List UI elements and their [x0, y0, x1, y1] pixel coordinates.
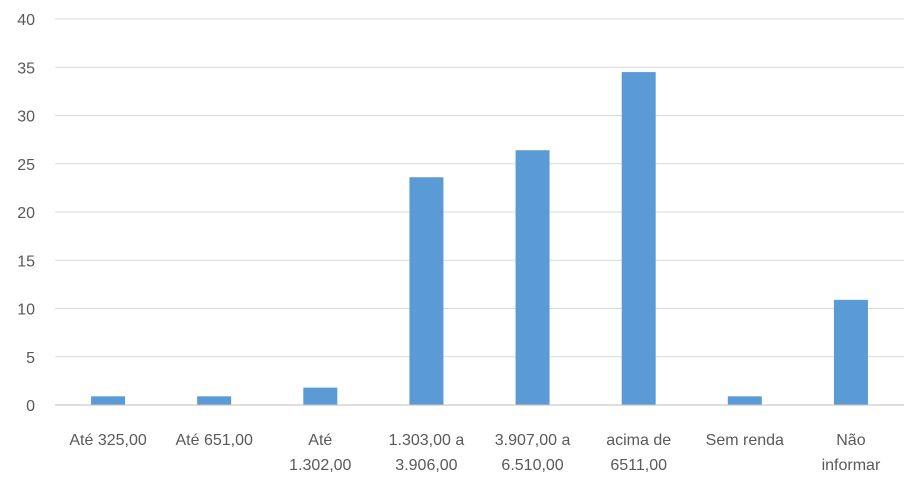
bar [91, 396, 126, 405]
y-tick-label: 25 [17, 157, 35, 174]
x-tick-label: acima de [606, 432, 671, 449]
y-tick-label: 15 [17, 253, 35, 270]
x-tick-label: Até 325,00 [69, 432, 147, 449]
x-tick-label: Sem renda [706, 432, 784, 449]
x-tick-label: 3.906,00 [395, 457, 457, 474]
x-tick-label: 6511,00 [610, 457, 667, 474]
x-tick-label: Até [308, 432, 332, 449]
bar [833, 299, 868, 405]
y-tick-label: 20 [17, 205, 35, 222]
bar [197, 396, 232, 405]
y-tick-label: 35 [17, 60, 35, 77]
y-axis-ticks: 0 5 10 15 20 25 30 35 40 [17, 12, 35, 415]
x-tick-label: 1.303,00 a [389, 432, 465, 449]
x-tick-label: Não [836, 432, 865, 449]
y-tick-label: 5 [26, 350, 35, 367]
y-tick-label: 10 [17, 302, 35, 319]
x-tick-label: informar [822, 457, 881, 474]
y-tick-label: 40 [17, 12, 35, 29]
x-tick-label: 1.302,00 [289, 457, 351, 474]
x-tick-label: Até 651,00 [175, 432, 253, 449]
y-tick-label: 0 [26, 398, 35, 415]
x-axis-labels: Até 325,00 Até 651,00 Até 1.302,00 1.303,00 … [69, 432, 881, 474]
bar [727, 396, 762, 405]
gridlines [55, 18, 904, 358]
bar [409, 177, 444, 405]
y-tick-label: 30 [17, 109, 35, 126]
bar [621, 72, 656, 405]
bars [91, 72, 868, 405]
x-tick-label: 3.907,00 a [495, 432, 571, 449]
x-tick-label: 6.510,00 [501, 457, 563, 474]
bar [303, 387, 338, 405]
bar [515, 150, 550, 405]
